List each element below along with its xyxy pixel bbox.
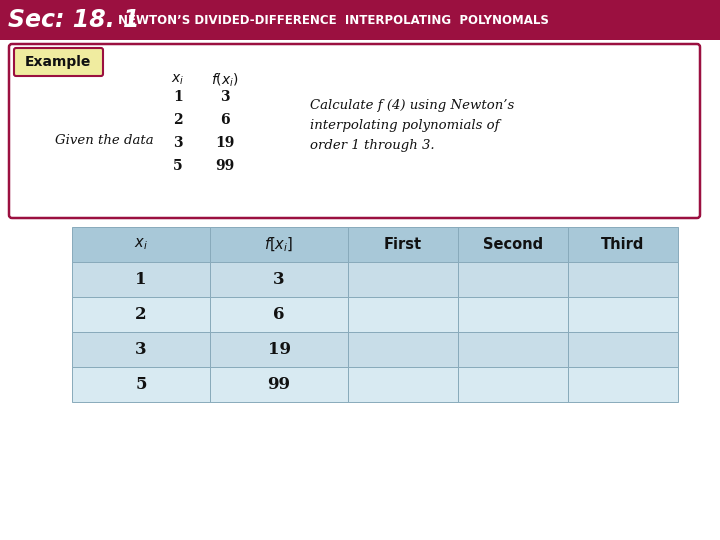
Bar (568, 367, 678, 402)
Text: 5: 5 (135, 376, 147, 393)
Bar (72, 262, 210, 297)
Bar (348, 262, 458, 297)
Bar (458, 367, 568, 402)
Text: Sec: 18. 1: Sec: 18. 1 (8, 8, 140, 32)
Bar (458, 262, 568, 297)
Text: 2: 2 (174, 113, 183, 127)
Bar (72, 367, 210, 402)
Bar (568, 262, 678, 297)
Bar (458, 332, 568, 367)
Text: Second: Second (483, 237, 543, 252)
Text: 99: 99 (215, 159, 235, 173)
Bar (210, 297, 348, 332)
Bar (210, 367, 348, 402)
Bar (568, 297, 678, 332)
Text: NEWTON’S DIVIDED-DIFFERENCE  INTERPOLATING  POLYNOMALS: NEWTON’S DIVIDED-DIFFERENCE INTERPOLATIN… (118, 14, 549, 26)
Text: 3: 3 (174, 136, 183, 150)
Bar (0, 0, 720, 40)
Text: 6: 6 (274, 306, 284, 323)
Text: First: First (384, 237, 422, 252)
Bar (72, 332, 210, 367)
Bar (348, 297, 458, 332)
Text: 99: 99 (268, 376, 290, 393)
Bar (210, 262, 348, 297)
Text: $f(x_i)$: $f(x_i)$ (211, 71, 239, 89)
Text: 1: 1 (173, 90, 183, 104)
Text: 3: 3 (135, 341, 147, 358)
Bar (72, 297, 210, 332)
Text: $f[x_i]$: $f[x_i]$ (264, 235, 294, 254)
Bar (568, 227, 678, 262)
Text: $x_i$: $x_i$ (171, 73, 184, 87)
Bar (458, 297, 568, 332)
FancyBboxPatch shape (14, 48, 103, 76)
FancyBboxPatch shape (9, 44, 700, 218)
Bar (210, 332, 348, 367)
Text: Given the data: Given the data (55, 133, 153, 146)
Bar (348, 227, 458, 262)
Text: 6: 6 (220, 113, 230, 127)
Bar (72, 227, 210, 262)
Bar (458, 227, 568, 262)
Bar (348, 332, 458, 367)
Text: 1: 1 (135, 271, 147, 288)
Text: 2: 2 (135, 306, 147, 323)
Text: 5: 5 (174, 159, 183, 173)
Text: 3: 3 (220, 90, 230, 104)
Text: Calculate f (4) using Newton’s
interpolating polynomials of
order 1 through 3.: Calculate f (4) using Newton’s interpola… (310, 98, 514, 152)
Text: 3: 3 (273, 271, 285, 288)
Text: 19: 19 (268, 341, 290, 358)
Text: 19: 19 (215, 136, 235, 150)
Bar (568, 332, 678, 367)
Bar (210, 227, 348, 262)
Text: Example: Example (24, 55, 91, 69)
Bar (348, 367, 458, 402)
Text: Third: Third (601, 237, 644, 252)
Text: $x_i$: $x_i$ (134, 237, 148, 252)
